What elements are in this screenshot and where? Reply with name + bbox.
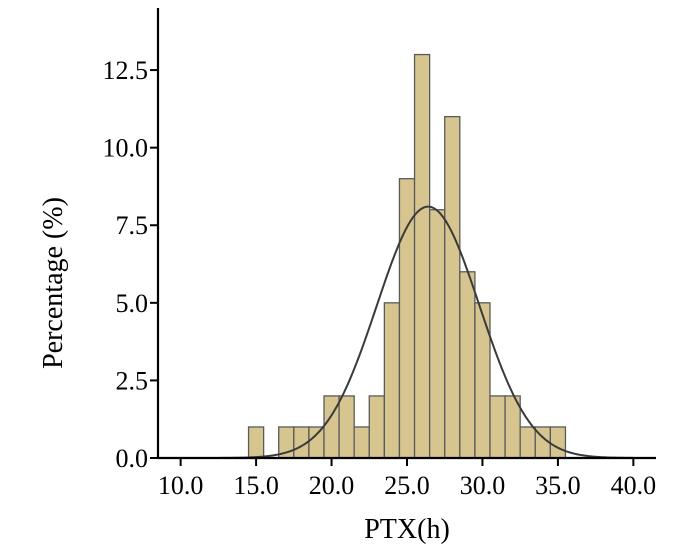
histogram-bar xyxy=(459,271,476,459)
histogram-bar xyxy=(428,209,446,459)
x-tick-label: 10.0 xyxy=(158,471,204,500)
y-axis-title: Percentage (%) xyxy=(38,197,69,369)
histogram-bar xyxy=(398,178,416,459)
x-axis-title: PTX(h) xyxy=(364,514,450,545)
x-tick-label: 30.0 xyxy=(460,471,506,500)
histogram-bar xyxy=(489,395,506,459)
y-tick-label: 12.5 xyxy=(103,56,149,85)
bars-group xyxy=(247,53,567,459)
y-tick-label: 10.0 xyxy=(103,134,149,163)
histogram-bar xyxy=(368,395,386,459)
histogram-bar xyxy=(308,426,325,459)
x-ticks-group: 10.0 15.0 20.0 25.0 30.0 35.0 40.0 xyxy=(158,458,656,500)
histogram-bar xyxy=(247,426,265,459)
histogram-bar xyxy=(338,395,355,459)
histogram-bar xyxy=(549,426,567,459)
histogram-bar xyxy=(383,302,401,459)
x-tick-label: 40.0 xyxy=(611,471,657,500)
y-ticks-group: 0.0 2.5 5.0 7.5 10.0 12.5 xyxy=(103,56,158,473)
y-tick-label: 0.0 xyxy=(116,444,149,473)
histogram-bar xyxy=(519,426,536,459)
histogram-bar xyxy=(353,426,370,459)
normal-curve xyxy=(195,205,634,459)
y-tick-label: 5.0 xyxy=(116,289,149,318)
x-tick-label: 15.0 xyxy=(233,471,279,500)
histogram-bar xyxy=(444,115,461,459)
y-tick-label: 2.5 xyxy=(116,366,149,395)
x-tick-label: 20.0 xyxy=(309,471,355,500)
histogram-bar xyxy=(474,302,491,459)
histogram-bar xyxy=(413,53,431,459)
x-tick-label: 35.0 xyxy=(535,471,581,500)
y-tick-label: 7.5 xyxy=(116,211,149,240)
x-tick-label: 25.0 xyxy=(384,471,430,500)
